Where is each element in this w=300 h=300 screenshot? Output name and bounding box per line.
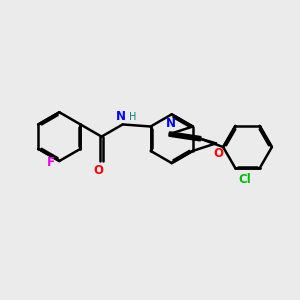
Text: O: O — [93, 164, 103, 177]
Text: H: H — [129, 112, 137, 122]
Text: Cl: Cl — [238, 172, 251, 186]
Text: N: N — [166, 118, 176, 130]
Text: O: O — [213, 147, 224, 160]
Text: F: F — [47, 156, 55, 169]
Text: N: N — [116, 110, 126, 123]
